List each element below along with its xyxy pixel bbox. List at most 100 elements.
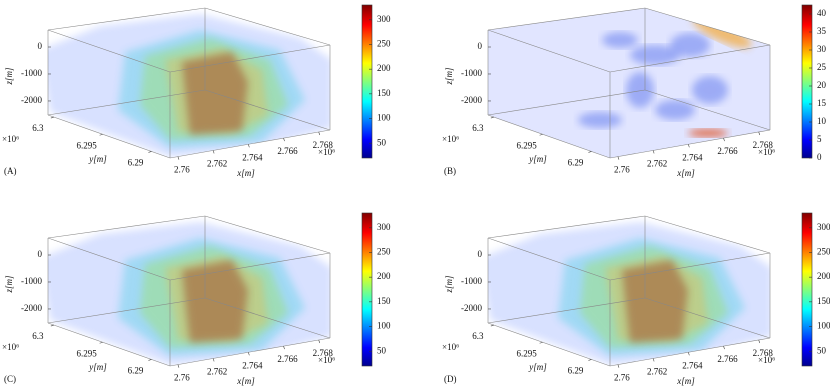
y-tick-label: 6.29 [128, 158, 144, 168]
colorbar [801, 212, 813, 367]
colorbar-tick-label: 0 [817, 152, 822, 162]
x-tick-label: 2.768 [313, 140, 334, 150]
box-edge [47, 297, 206, 324]
colorbar [361, 212, 373, 367]
volume-blob [578, 112, 622, 128]
y-tick-label: 6.3 [32, 331, 44, 341]
colorbar-tick-label: 35 [817, 26, 827, 36]
x-tick-label: 2.768 [313, 348, 334, 358]
colorbar-tick-label: 200 [817, 271, 830, 281]
box-edge [47, 7, 206, 31]
x-tick [318, 339, 321, 344]
x-tick-label: 2.76 [614, 165, 630, 175]
z-tick-label: 0 [38, 249, 43, 259]
box-edge [487, 7, 646, 31]
colorbar-tick-label: 100 [817, 321, 830, 331]
x-tick [723, 346, 725, 350]
y-tick [490, 324, 494, 327]
x-tick-label: 2.768 [753, 140, 774, 150]
z-tick-label: -1000 [21, 68, 42, 78]
y-tick [539, 341, 543, 344]
volume-blob [692, 76, 728, 104]
x-tick [318, 131, 321, 136]
x-tick-label: 2.766 [277, 146, 298, 156]
box-edge [487, 297, 646, 324]
volume-blob [655, 100, 695, 120]
colorbar-tick-label: 150 [377, 296, 391, 306]
x-axis-label: x[m] [236, 376, 255, 386]
colorbar-tick-label: 300 [817, 222, 830, 232]
box-edge [644, 7, 771, 46]
y-tick [539, 133, 543, 136]
y-tick [99, 133, 103, 136]
box-edge [609, 44, 771, 73]
y-exponent: ×10⁶ [2, 134, 19, 144]
colorbar-tick-label: 30 [817, 44, 827, 54]
box-edge [47, 322, 171, 367]
x-tick-label: 2.764 [682, 152, 703, 162]
box-edge [47, 114, 171, 159]
z-axis-label: z[m] [444, 275, 454, 294]
volume-render [488, 8, 770, 158]
y-tick [148, 151, 152, 153]
y-tick-label: 6.295 [77, 348, 98, 358]
colorbar-tick-label: 25 [817, 62, 827, 72]
colorbar-tick-label: 250 [377, 247, 391, 257]
colorbar-tick-label: 300 [377, 222, 391, 232]
box-edge [644, 215, 771, 254]
box-edge [609, 129, 771, 159]
colorbar-tick-label: 100 [377, 113, 391, 123]
box-edge [169, 252, 331, 281]
z-tick-label: -2000 [21, 95, 42, 105]
z-axis-label: z[m] [4, 67, 14, 86]
x-tick [688, 352, 690, 356]
box-edge [204, 89, 331, 131]
y-axis-label: y[m] [88, 362, 107, 372]
box-edge [644, 297, 771, 339]
box-edge [169, 129, 331, 159]
colorbar-tick-label: 100 [377, 321, 391, 331]
box-edge [487, 89, 646, 116]
y-exponent: ×10⁶ [2, 342, 19, 352]
box-edge [47, 215, 206, 239]
y-tick-label: 6.29 [568, 366, 584, 376]
colorbar-tick-label: 150 [377, 88, 391, 98]
volume-hot [688, 129, 728, 137]
y-tick-label: 6.3 [32, 123, 44, 133]
y-axis-label: y[m] [88, 154, 107, 164]
volume-blob [630, 45, 680, 65]
x-tick-label: 2.768 [753, 348, 774, 358]
x-tick-label: 2.764 [242, 152, 263, 162]
y-tick-label: 6.295 [517, 140, 538, 150]
z-tick-label: 0 [478, 249, 483, 259]
x-tick [652, 150, 655, 154]
x-tick [688, 144, 690, 148]
x-tick [212, 358, 215, 362]
y-tick [588, 359, 592, 361]
panel: 0-1000-2000z[m]6.36.2956.29×10⁶y[m]2.762… [442, 212, 830, 386]
box-edge [47, 89, 206, 116]
z-tick-label: -2000 [461, 303, 482, 313]
x-tick [723, 138, 725, 142]
x-exponent: ×10⁶ [318, 147, 335, 157]
colorbar-tick-label: 40 [817, 8, 827, 18]
box-edge [47, 237, 171, 281]
y-tick [588, 151, 592, 153]
colorbar-tick-label: 200 [377, 63, 391, 73]
x-tick-label: 2.762 [207, 159, 227, 169]
colorbar [801, 4, 813, 159]
y-tick-label: 6.3 [472, 123, 484, 133]
panel-label: (B) [444, 166, 456, 176]
colorbar-tick-label: 10 [817, 116, 827, 126]
colorbar [361, 4, 373, 159]
y-exponent: ×10⁶ [442, 342, 459, 352]
colorbar-tick-label: 250 [377, 39, 391, 49]
box-edge [204, 7, 331, 46]
x-tick [212, 150, 215, 154]
colorbar-tick-label: 15 [817, 98, 827, 108]
z-tick-label: -1000 [461, 276, 482, 286]
x-tick [177, 364, 180, 368]
volume-render [48, 14, 330, 157]
